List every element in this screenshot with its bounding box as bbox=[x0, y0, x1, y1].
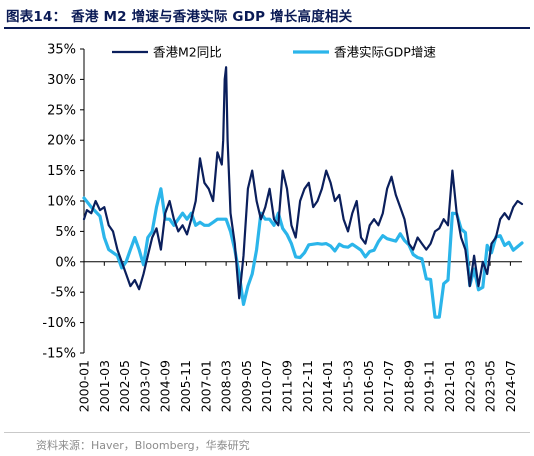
legend-label-1: 香港M2同比 bbox=[153, 45, 222, 60]
x-tick-label: 2021-01 bbox=[442, 360, 457, 412]
x-tick-label: 2022-03 bbox=[462, 360, 477, 412]
x-tick-label: 2015-03 bbox=[340, 360, 355, 412]
series-line-2 bbox=[82, 187, 524, 319]
y-tick-label: 30% bbox=[47, 73, 76, 88]
y-tick-label: 20% bbox=[47, 134, 76, 149]
x-tick-label: 2011-09 bbox=[280, 360, 295, 412]
line-chart: -15% -10% -5% 0% 5% 10% 15% 20% 25% 30% 35% 2000-01… bbox=[42, 43, 524, 412]
x-tick-label: 2000-01 bbox=[77, 360, 92, 412]
source-rule bbox=[4, 432, 530, 433]
x-tick-label: 2008-03 bbox=[219, 360, 234, 412]
x-tick-label: 2018-09 bbox=[401, 360, 416, 412]
y-tick-label: -5% bbox=[51, 286, 76, 301]
x-tick-label: 2007-01 bbox=[198, 360, 213, 412]
y-tick-label: -10% bbox=[42, 316, 76, 331]
x-tick-label: 2017-07 bbox=[381, 360, 396, 412]
x-tick-label: 2019-11 bbox=[422, 360, 437, 412]
source-note: 资料来源：Haver，Bloomberg，华泰研究 bbox=[36, 439, 250, 452]
x-tick-label: 2002-05 bbox=[117, 360, 132, 412]
series-line-1 bbox=[82, 66, 524, 300]
y-tick-label: 0% bbox=[55, 255, 76, 270]
y-tick-label: 10% bbox=[47, 195, 76, 210]
legend: 香港M2同比 香港实际GDP增速 bbox=[112, 45, 436, 60]
y-tick-label: 25% bbox=[47, 103, 76, 118]
y-tick-label: -15% bbox=[42, 347, 76, 362]
x-tick-label: 2004-09 bbox=[158, 360, 173, 412]
x-tick-label: 2003-07 bbox=[137, 360, 152, 412]
plot-area: -15% -10% -5% 0% 5% 10% 15% 20% 25% 30% 35% 2000-01… bbox=[42, 43, 524, 412]
y-tick-label: 35% bbox=[47, 43, 76, 58]
y-tick-label: 15% bbox=[47, 164, 76, 179]
x-tick-label: 2005-11 bbox=[178, 360, 193, 412]
x-tick-label: 2009-05 bbox=[239, 360, 254, 412]
figure-title: 图表14： 香港 M2 增速与香港实际 GDP 增长高度相关 bbox=[6, 9, 353, 25]
x-tick-label: 2014-01 bbox=[320, 360, 335, 412]
x-tick-label: 2016-05 bbox=[361, 360, 376, 412]
y-tick-label: 5% bbox=[55, 225, 76, 240]
title-rule bbox=[4, 27, 530, 29]
x-tick-label: 2023-05 bbox=[483, 360, 498, 412]
x-tick-label: 2010-07 bbox=[259, 360, 274, 412]
x-tick-label: 2001-03 bbox=[97, 360, 112, 412]
x-tick-label: 2024-07 bbox=[503, 360, 518, 412]
legend-label-2: 香港实际GDP增速 bbox=[334, 45, 436, 60]
x-tick-label: 2012-11 bbox=[300, 360, 315, 412]
